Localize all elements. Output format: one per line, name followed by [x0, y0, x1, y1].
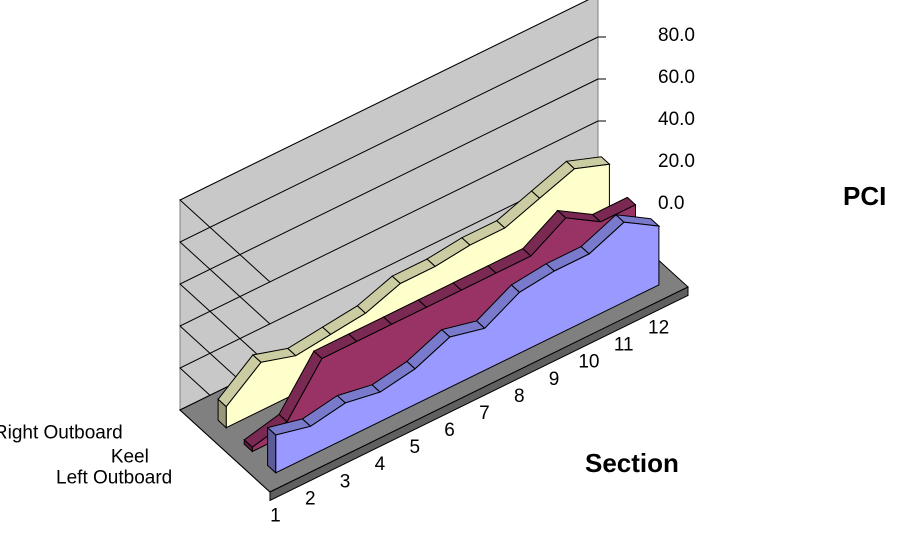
floor-edge [269, 286, 689, 502]
x-tick-label: 1 [270, 505, 281, 526]
ribbon-end-cap [267, 426, 277, 474]
axis-labels: PCI Section 0.0 20.0 40.0 60.0 80.0 100.0 Righ… [0, 0, 886, 526]
gridline [179, 0, 589, 283]
x-tick-label: 8 [514, 386, 525, 407]
x-tick-label: 2 [305, 488, 316, 509]
z-axis-title: PCI [843, 181, 886, 211]
ribbon-left-outboard [266, 214, 661, 474]
ribbon-front [275, 221, 660, 474]
z-tick-label: 80.0 [658, 25, 695, 46]
series-label: Right Outboard [0, 423, 123, 444]
gridline [179, 36, 599, 325]
ribbon-front [251, 204, 636, 453]
series-label: Keel [111, 446, 149, 467]
x-axis-title: Section [585, 448, 679, 478]
ribbon-end-cap [217, 398, 227, 429]
series-label: Left Outboard [56, 468, 172, 489]
x-tick-label: 5 [409, 437, 420, 458]
x-tick-label: 11 [614, 335, 634, 356]
x-tick-label: 9 [549, 369, 560, 390]
x-tick-label: 12 [648, 318, 669, 339]
series-ribbons [217, 156, 661, 474]
z-tick-label: 40.0 [658, 109, 695, 130]
x-tick-label: 6 [444, 420, 455, 441]
z-tick-label: 60.0 [658, 67, 695, 88]
z-tick-label: 100.0 [658, 0, 706, 4]
gridline [179, 78, 599, 367]
ribbon-keel [243, 196, 637, 453]
x-tick-label: 3 [340, 471, 351, 492]
x-tick-label: 4 [375, 454, 386, 475]
x-tick-label: 10 [578, 352, 599, 373]
z-tick-label: 0.0 [658, 193, 684, 214]
z-tick-label: 20.0 [658, 151, 695, 172]
x-tick-label: 7 [479, 403, 490, 424]
ribbon-end-cap [243, 438, 253, 453]
